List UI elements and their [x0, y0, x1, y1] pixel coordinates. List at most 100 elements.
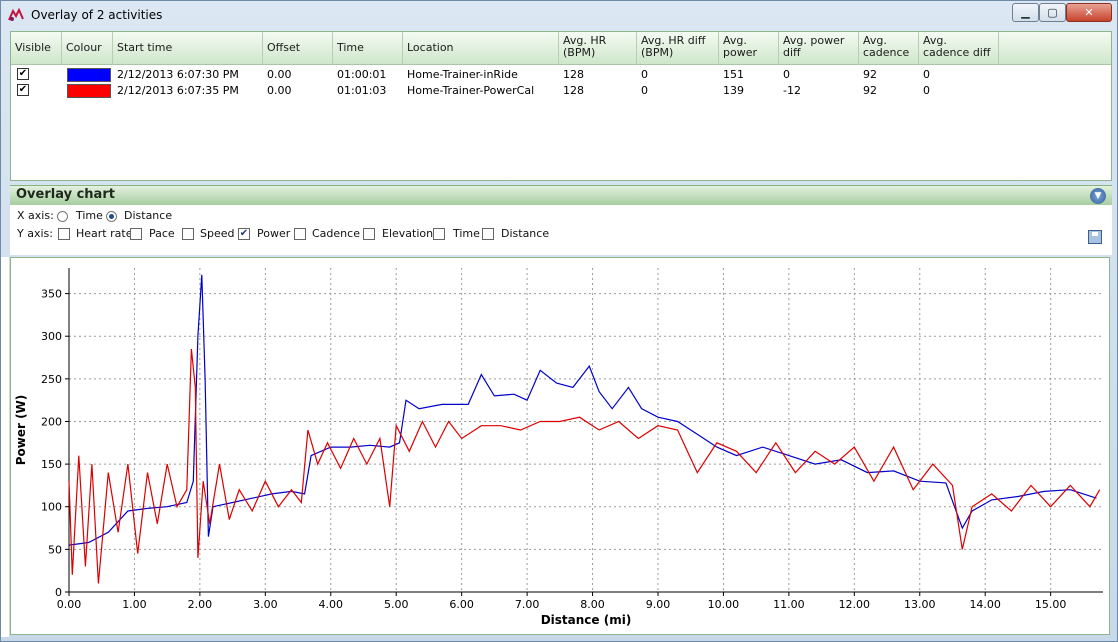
y-time-label[interactable]: Time: [453, 227, 480, 240]
y-tick-label: 0: [55, 586, 62, 599]
y-tick-label: 100: [41, 501, 62, 514]
x-tick-label: 5.00: [384, 598, 409, 611]
chart-grid: [68, 268, 1103, 593]
save-icon[interactable]: [1088, 230, 1102, 244]
y-tick-label: 350: [41, 288, 62, 301]
x-tick-label: 3.00: [253, 598, 278, 611]
section-title: Overlay chart: [16, 187, 115, 202]
x-tick-label: 2.00: [188, 598, 213, 611]
col-colour[interactable]: Colour: [62, 32, 113, 65]
window-title: Overlay of 2 activities: [31, 8, 163, 22]
avg-power-cell: 139: [723, 84, 744, 97]
col-location[interactable]: Location: [403, 32, 559, 65]
y-speed-label[interactable]: Speed: [200, 227, 235, 240]
x-tick-label: 10.00: [708, 598, 740, 611]
time-cell: 01:01:03: [337, 84, 387, 97]
activities-grid: Visible Colour Start time Offset Time Lo…: [10, 31, 1112, 181]
col-avg-hr[interactable]: Avg. HR (BPM): [559, 32, 637, 65]
y-axis-label: Y axis:: [17, 227, 53, 240]
chart-panel: 0 50 100 150 200 250 300 350 0.00 1.00 2.00 3.00 4.0…: [10, 257, 1110, 635]
avg-cadence-diff-cell: 0: [923, 68, 930, 81]
col-avg-cadence-diff[interactable]: Avg. cadence diff: [919, 32, 999, 65]
y-power-checkbox[interactable]: ✔: [238, 228, 250, 240]
x-tick-label: 14.00: [969, 598, 1001, 611]
y-distance-checkbox[interactable]: [482, 228, 494, 240]
title-bar[interactable]: Overlay of 2 activities ▁ ▢ ✕: [1, 1, 1117, 29]
table-row[interactable]: ✔ 2/12/2013 6:07:35 PM 0.00 01:01:03 Hom…: [11, 83, 1111, 99]
start-time-cell: 2/12/2013 6:07:30 PM: [117, 68, 239, 81]
x-tick-label: 0.00: [57, 598, 82, 611]
series-line-1: [68, 348, 1101, 584]
x-tick-label: 12.00: [839, 598, 871, 611]
y-heart-rate-checkbox[interactable]: [58, 228, 70, 240]
y-elevation-label[interactable]: Elevation: [382, 227, 434, 240]
series-line-0: [68, 274, 1097, 546]
colour-swatch[interactable]: [67, 68, 111, 82]
avg-cadence-cell: 92: [863, 68, 877, 81]
y-axis-title: Power (W): [14, 395, 28, 466]
grid-header: Visible Colour Start time Offset Time Lo…: [11, 32, 1111, 65]
y-pace-checkbox[interactable]: [130, 228, 142, 240]
minimize-button[interactable]: ▁: [1012, 3, 1039, 22]
time-cell: 01:00:01: [337, 68, 387, 81]
visible-checkbox[interactable]: ✔: [17, 68, 29, 80]
y-cadence-checkbox[interactable]: [294, 228, 306, 240]
offset-cell[interactable]: 0.00: [267, 68, 292, 81]
colour-swatch[interactable]: [67, 84, 111, 98]
maximize-button[interactable]: ▢: [1039, 3, 1066, 22]
x-tick-label: 15.00: [1035, 598, 1067, 611]
close-button[interactable]: ✕: [1066, 3, 1112, 22]
col-start-time[interactable]: Start time: [113, 32, 263, 65]
y-distance-label[interactable]: Distance: [501, 227, 550, 240]
avg-cadence-diff-cell: 0: [923, 84, 930, 97]
y-speed-checkbox[interactable]: [182, 228, 194, 240]
y-elevation-checkbox[interactable]: [363, 228, 375, 240]
col-avg-power[interactable]: Avg. power: [719, 32, 779, 65]
avg-power-cell: 151: [723, 68, 744, 81]
y-time-checkbox[interactable]: [433, 228, 445, 240]
activity-icon: [8, 8, 24, 21]
axis-options: X axis: Time Distance Y axis: Heart rate…: [10, 205, 1112, 255]
x-time-label[interactable]: Time: [76, 209, 103, 222]
y-tick-label: 200: [41, 415, 62, 428]
x-tick-label: 9.00: [646, 598, 671, 611]
start-time-cell: 2/12/2013 6:07:35 PM: [117, 84, 239, 97]
avg-power-diff-cell: 0: [783, 68, 790, 81]
x-tick-label: 6.00: [449, 598, 474, 611]
avg-cadence-cell: 92: [863, 84, 877, 97]
visible-checkbox[interactable]: ✔: [17, 84, 29, 96]
y-cadence-label[interactable]: Cadence: [312, 227, 360, 240]
col-offset[interactable]: Offset: [263, 32, 333, 65]
table-row[interactable]: ✔ 2/12/2013 6:07:30 PM 0.00 01:00:01 Hom…: [11, 67, 1111, 83]
side-strip: [1, 257, 10, 637]
chart-axes: 0 50 100 150 200 250 300 350 0.00 1.00 2.00 3.00 4.0…: [41, 268, 1103, 611]
collapse-icon[interactable]: ▼: [1090, 188, 1106, 204]
x-axis-label: X axis:: [17, 209, 54, 222]
avg-hr-diff-cell: 0: [641, 84, 648, 97]
avg-power-diff-cell: -12: [783, 84, 801, 97]
y-pace-label[interactable]: Pace: [149, 227, 175, 240]
col-time[interactable]: Time: [333, 32, 403, 65]
y-tick-label: 250: [41, 373, 62, 386]
x-distance-label[interactable]: Distance: [124, 209, 173, 222]
x-tick-label: 8.00: [580, 598, 605, 611]
y-power-label[interactable]: Power: [257, 227, 291, 240]
offset-cell[interactable]: 0.00: [267, 84, 292, 97]
x-tick-label: 1.00: [122, 598, 147, 611]
col-avg-power-diff[interactable]: Avg. power diff: [779, 32, 859, 65]
col-visible[interactable]: Visible: [11, 32, 62, 65]
avg-hr-cell: 128: [563, 68, 584, 81]
x-tick-label: 7.00: [515, 598, 540, 611]
y-heart-rate-label[interactable]: Heart rate: [76, 227, 133, 240]
col-avg-cadence[interactable]: Avg. cadence: [859, 32, 919, 65]
power-chart[interactable]: 0 50 100 150 200 250 300 350 0.00 1.00 2.00 3.00 4.0…: [11, 258, 1109, 634]
location-cell: Home-Trainer-inRide: [407, 68, 518, 81]
y-tick-label: 150: [41, 458, 62, 471]
x-distance-radio[interactable]: [106, 211, 117, 222]
x-axis-title: Distance (mi): [541, 613, 632, 627]
col-avg-hr-diff[interactable]: Avg. HR diff (BPM): [637, 32, 719, 65]
location-cell: Home-Trainer-PowerCal: [407, 84, 535, 97]
x-tick-label: 4.00: [319, 598, 344, 611]
x-time-radio[interactable]: [57, 211, 68, 222]
